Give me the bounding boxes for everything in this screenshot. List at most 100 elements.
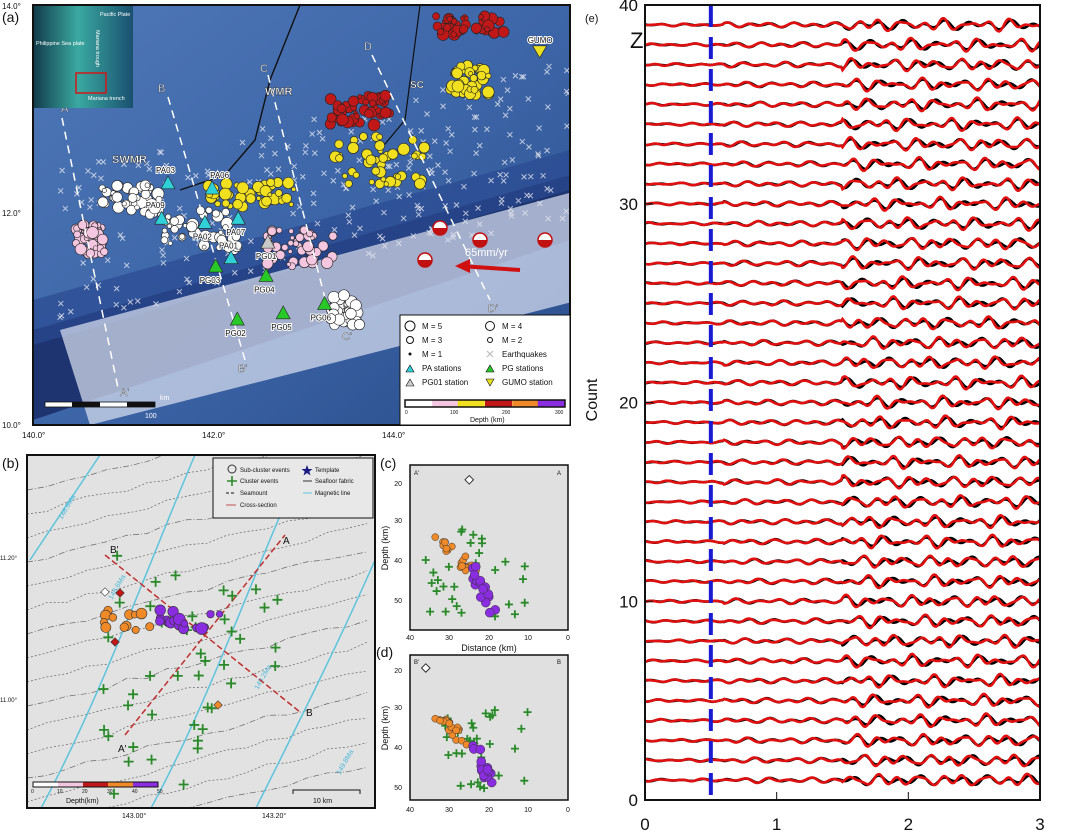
earthquake-cross (544, 185, 550, 192)
earthquake-marker (215, 244, 223, 251)
cluster-event-cross (112, 550, 123, 561)
svg-text:A': A' (118, 744, 127, 755)
svg-text:10.0°: 10.0° (2, 421, 21, 430)
svg-text:M = 4: M = 4 (502, 322, 523, 331)
earthquake-cross (497, 96, 504, 102)
earthquake-marker (353, 113, 360, 120)
earthquake-marker (387, 148, 399, 160)
sub-cluster-event (108, 613, 118, 622)
earthquake-cross (497, 171, 503, 178)
earthquake-marker (205, 206, 213, 214)
earthquake-marker (170, 225, 179, 234)
earthquake-marker (214, 200, 221, 207)
earthquake-marker (267, 192, 273, 198)
earthquake-cross (473, 150, 480, 157)
earthquake-cross (90, 276, 97, 282)
svg-text:100: 100 (450, 410, 459, 416)
svg-text:20: 20 (394, 481, 402, 488)
earthquake-cross (443, 140, 449, 146)
earthquake-cross (498, 200, 505, 206)
sub-cluster-event (100, 622, 112, 633)
earthquake-marker (73, 230, 81, 239)
earthquake-marker (127, 193, 138, 203)
earthquake-marker (397, 142, 410, 156)
earthquake-marker (292, 240, 300, 247)
earthquake-marker (338, 289, 350, 302)
cluster-event-cross (421, 555, 430, 564)
earthquake-cross (386, 163, 393, 170)
cluster-event-cross (250, 584, 261, 595)
svg-text:20: 20 (394, 668, 402, 675)
event-marker (482, 764, 493, 775)
earthquake-cross (519, 138, 526, 145)
earthquake-cross (500, 76, 507, 83)
earthquake-marker (414, 178, 426, 190)
svg-text:M = 5: M = 5 (422, 322, 443, 331)
earthquake-cross (540, 172, 546, 179)
profile-end-label: C' (342, 331, 352, 343)
earthquake-marker (336, 113, 349, 126)
svg-text:20: 20 (485, 635, 493, 642)
earthquake-marker (288, 228, 294, 234)
template-trace (645, 76, 1040, 93)
cross-section-a (124, 534, 286, 736)
template-trace (645, 115, 1040, 133)
profile-start-label: A (61, 103, 69, 115)
event-marker (436, 716, 444, 725)
earthquake-marker (362, 98, 370, 106)
earthquake-cross (231, 269, 238, 276)
earthquake-marker (282, 177, 295, 189)
earthquake-marker (221, 208, 230, 217)
earthquake-marker (451, 80, 465, 93)
cluster-event-cross (189, 719, 200, 730)
cluster-event-cross (469, 723, 478, 732)
earthquake-cross-icon (486, 350, 494, 358)
svg-text:Depth(km): Depth(km) (66, 798, 99, 805)
earthquake-marker (121, 201, 127, 207)
x-tick-label: 2 (904, 815, 913, 834)
svg-text:30: 30 (445, 807, 453, 814)
earthquake-cross (426, 153, 433, 160)
svg-text:40: 40 (132, 789, 138, 795)
profile-line (167, 96, 246, 361)
earthquake-cross (385, 163, 391, 170)
earthquake-cross (113, 301, 120, 308)
template-trace (645, 255, 1040, 272)
cluster-event-cross (457, 527, 466, 536)
earthquake-cross (176, 288, 183, 295)
svg-text:M = 3: M = 3 (422, 336, 443, 345)
scale-bar-b: 10 km (313, 798, 332, 805)
earthquake-marker (367, 118, 381, 132)
event-marker (484, 607, 495, 618)
earthquake-cross (509, 157, 516, 163)
earthquake-marker (443, 23, 452, 32)
earthquake-cross (299, 173, 306, 180)
svg-text:143.00°: 143.00° (122, 812, 146, 820)
earthquake-cross (171, 234, 178, 241)
earthquake-marker (484, 26, 491, 33)
station-label: PG05 (271, 323, 292, 332)
earthquake-cross (310, 200, 317, 207)
earthquake-marker (374, 140, 385, 151)
depth-colorbar (404, 399, 566, 408)
profile-start-label: D (364, 41, 372, 53)
event-marker (469, 570, 480, 580)
earthquake-cross (117, 232, 124, 238)
earthquake-cross (405, 165, 412, 171)
earthquake-cross (462, 218, 469, 225)
svg-text:30: 30 (445, 635, 453, 642)
earthquake-marker (348, 95, 360, 107)
cluster-event-cross (200, 655, 211, 666)
earthquake-marker (261, 257, 274, 270)
earthquake-marker (325, 313, 337, 324)
svg-text:M = 2: M = 2 (502, 336, 523, 345)
earthquake-cross (445, 237, 451, 243)
earthquake-marker (470, 22, 482, 34)
earthquake-cross (385, 187, 392, 194)
y-tick-label: 30 (619, 195, 638, 214)
earthquake-marker (101, 187, 107, 193)
station-label: PG04 (254, 285, 275, 294)
cluster-event-cross (227, 590, 238, 601)
earthquake-cross (119, 235, 126, 242)
earthquake-marker (336, 103, 347, 114)
